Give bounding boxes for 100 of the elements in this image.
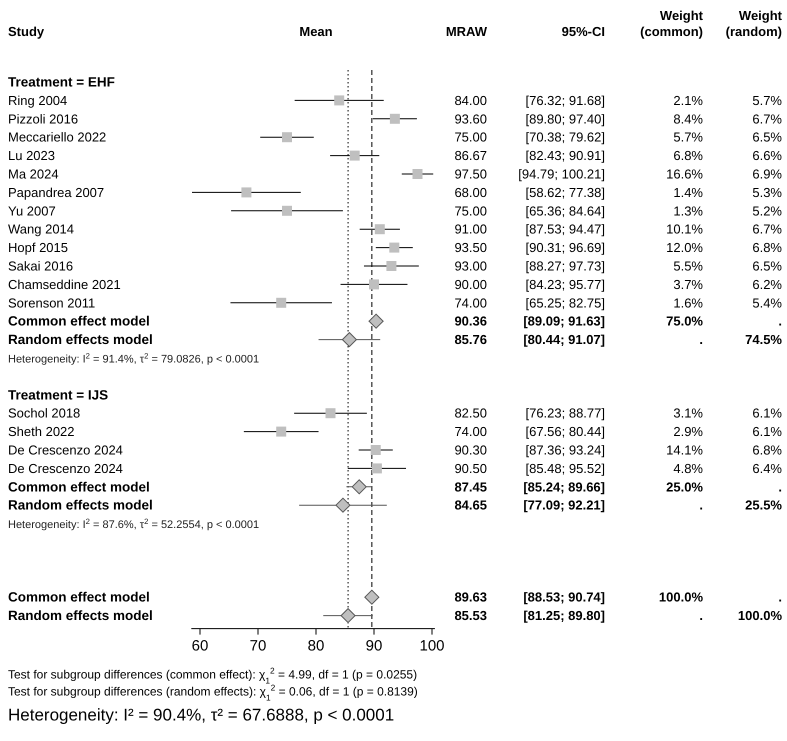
y-tick-label: Sochol 2018: [8, 406, 80, 421]
text: 100.0%: [738, 608, 782, 624]
text: 6.2%: [752, 276, 782, 292]
text: 10.1%: [666, 222, 703, 237]
text: 90.50: [454, 460, 487, 476]
y-axis-title: Study: [8, 24, 45, 39]
y-tick-label: Treatment = IJS: [8, 387, 108, 402]
text: 84.00: [454, 92, 487, 108]
y-tick-label: Hopf 2015: [8, 240, 68, 256]
text: [87.53; 94.47]: [525, 222, 605, 237]
text: [84.23; 95.77]: [525, 276, 605, 292]
text: 25.5%: [745, 498, 782, 513]
point: [326, 408, 336, 418]
text: 74.00: [454, 424, 487, 440]
y-tick-label: Sheth 2022: [8, 424, 75, 440]
point: [370, 445, 381, 455]
text: 5.5%: [673, 258, 703, 274]
text: 6.8%: [752, 442, 782, 458]
point: [368, 314, 384, 329]
text: 84.65: [454, 498, 487, 513]
text: 85.76: [454, 332, 487, 348]
y-tick-label: Sakai 2016: [8, 258, 74, 274]
y-tick-label: Heterogeneity: I$^{2}$ = 87.6%, τ$^{2}$ = 52.2554, p < 0.0001: [8, 516, 260, 532]
y-tick-label: De Crescenzo 2024: [8, 460, 123, 476]
text: 93.00: [454, 258, 487, 274]
text: 2.9%: [673, 424, 703, 440]
y-tick-label: Common effect model: [8, 314, 150, 329]
text: 5.4%: [752, 295, 782, 310]
text: 100.0%: [658, 590, 703, 605]
text: 90.36: [454, 314, 487, 329]
text: 75.0%: [666, 314, 703, 329]
text: [82.43; 90.91]: [525, 148, 605, 164]
text: 5.7%: [673, 130, 703, 145]
category-label: Weight (random): [726, 8, 783, 39]
point: [340, 608, 356, 624]
text: [94.79; 100.21]: [518, 166, 605, 182]
text: 6.4%: [752, 460, 782, 476]
x-tick-label: 90: [366, 638, 382, 655]
text: [77.09; 92.21]: [523, 498, 605, 513]
y-tick-label: Random effects model: [8, 608, 153, 624]
text: [80.44; 91.07]: [523, 332, 605, 348]
y-tick-label: Papandrea 2007: [8, 184, 104, 200]
text: 6.8%: [673, 148, 703, 164]
text: [67.56; 80.44]: [525, 424, 605, 440]
text: 5.7%: [752, 92, 782, 108]
text: 6.1%: [752, 406, 782, 421]
text: [90.31; 96.69]: [525, 240, 605, 256]
text: Heterogeneity: I² = 90.4%, τ² = 67.6888, p < 0.0001: [8, 706, 394, 725]
y-tick-label: Lu 2023: [8, 148, 55, 164]
text: 6.7%: [752, 111, 782, 126]
text: [70.38; 79.62]: [525, 130, 605, 145]
text: [65.36; 84.64]: [525, 203, 605, 218]
y-tick-label: Treatment = EHF: [8, 74, 115, 90]
text: 6.5%: [752, 130, 782, 145]
point: [386, 261, 396, 271]
text: 6.8%: [752, 240, 782, 256]
point: [389, 242, 400, 253]
text: [58.62; 77.38]: [525, 184, 605, 200]
y-tick-label: Ring 2004: [8, 92, 68, 108]
text: 87.45: [454, 479, 487, 494]
y-tick-label: Wang 2014: [8, 222, 74, 237]
point: [282, 206, 292, 216]
text: .: [699, 332, 703, 348]
text: 12.0%: [666, 240, 703, 256]
y-tick-label: Sorenson 2011: [8, 295, 96, 310]
text: [76.32; 91.68]: [525, 92, 605, 108]
y-tick-label: Heterogeneity: I$^{2}$ = 91.4%, τ$^{2}$ = 79.0826, p < 0.0001: [8, 351, 260, 366]
point: [412, 169, 422, 179]
point: [352, 479, 367, 494]
y-tick-label: Common effect model: [8, 479, 150, 494]
x-tick-label: 100: [419, 638, 445, 655]
text: 3.1%: [673, 406, 703, 421]
text: 74.5%: [745, 332, 782, 348]
category-label: Weight (common): [640, 8, 704, 39]
text: 6.7%: [752, 222, 782, 237]
text: .: [699, 608, 703, 624]
y-tick-label: De Crescenzo 2024: [8, 442, 123, 458]
point: [342, 332, 357, 348]
text: 75.00: [454, 203, 487, 218]
y-tick-label: Meccariello 2022: [8, 130, 106, 145]
text: [76.23; 88.77]: [525, 406, 605, 421]
text: 1.4%: [673, 184, 703, 200]
text: 25.0%: [666, 479, 703, 494]
text: 1.6%: [673, 295, 703, 310]
point: [334, 95, 344, 106]
text: [88.53; 90.74]: [523, 590, 605, 605]
y-tick-label: Yu 2007: [8, 203, 56, 218]
text: 91.00: [454, 222, 487, 237]
y-tick-label: Chamseddine 2021: [8, 276, 121, 292]
text: 97.50: [454, 166, 487, 182]
text: 93.50: [454, 240, 487, 256]
text: [89.09; 91.63]: [523, 314, 605, 329]
y-tick-label: Random effects model: [8, 332, 153, 348]
y-tick-label: Common effect model: [8, 590, 150, 605]
text: 90.30: [454, 442, 487, 458]
text: 1.3%: [673, 203, 703, 218]
text: 85.53: [454, 608, 487, 624]
text: 6.1%: [752, 424, 782, 440]
text: [81.25; 89.80]: [523, 608, 605, 624]
point: [369, 279, 379, 290]
